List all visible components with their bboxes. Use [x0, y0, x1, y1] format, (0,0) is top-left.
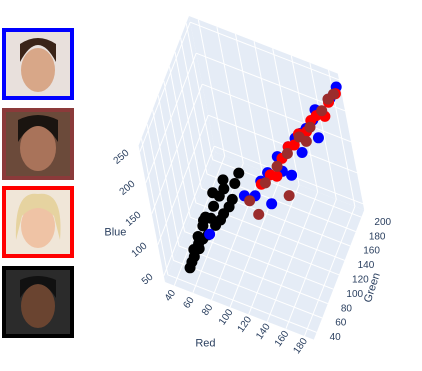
y-tick-label: 200 — [374, 217, 391, 228]
face-drawing — [6, 32, 70, 96]
y-tick-label: 140 — [358, 260, 375, 271]
z-tick-label: 50 — [140, 271, 156, 287]
face-thumbnail[interactable] — [2, 108, 74, 180]
x-tick-label: 40 — [163, 288, 179, 304]
scatter-point — [259, 177, 271, 189]
grid-line — [163, 146, 215, 276]
scatter-point — [296, 147, 308, 158]
grid-line — [139, 22, 191, 152]
x-tick-label: 160 — [273, 329, 292, 349]
x-tick-label: 60 — [181, 295, 197, 311]
face-thumbnail[interactable] — [2, 28, 74, 100]
grid-line — [178, 245, 328, 305]
x-tick-label: 180 — [291, 336, 310, 356]
scatter-point — [286, 169, 298, 181]
scatter-point — [198, 214, 210, 226]
scatter-point — [226, 193, 238, 205]
scatter-point — [316, 105, 328, 117]
face-drawing — [6, 112, 70, 176]
scatter-point — [244, 195, 256, 207]
scatter-point — [271, 170, 283, 182]
scatter-point — [281, 148, 293, 159]
grid-line — [157, 115, 209, 245]
y-tick-label: 160 — [363, 246, 380, 257]
z-tick-label: 100 — [130, 240, 150, 259]
y-tick-label: 40 — [330, 332, 342, 343]
grid-line — [190, 21, 340, 81]
scatter-point — [217, 174, 229, 186]
grid-line — [208, 114, 358, 174]
scatter-point — [300, 135, 312, 147]
x-axis-title: Red — [195, 338, 215, 350]
face-drawing — [6, 190, 70, 254]
grid-line — [202, 83, 352, 143]
scatter-point — [186, 256, 198, 268]
scatter-point — [218, 183, 230, 195]
grid-line — [184, 231, 334, 290]
scatter-point — [304, 121, 316, 133]
scatter-point — [233, 167, 245, 179]
x-tick-label: 100 — [217, 307, 236, 327]
scatter-point — [229, 178, 241, 190]
scatter-point — [288, 139, 300, 151]
grid-line — [151, 84, 203, 214]
face-drawing — [6, 270, 70, 334]
x-tick-label: 120 — [236, 314, 255, 334]
scatter-point — [266, 198, 278, 210]
y-tick-label: 120 — [352, 274, 369, 285]
x-tick-label: 80 — [200, 302, 216, 318]
face-thumbnail[interactable] — [2, 266, 74, 338]
y-tick-label: 100 — [346, 289, 363, 300]
scatter-point — [253, 208, 265, 220]
grid-line — [196, 52, 346, 112]
z-axis-title: Blue — [104, 226, 126, 238]
scatter-point — [271, 160, 283, 172]
face-thumbnail[interactable] — [2, 186, 74, 258]
y-tick-label: 80 — [341, 303, 353, 314]
scatter-point — [193, 238, 205, 250]
z-tick-label: 200 — [118, 178, 138, 197]
y-tick-label: 60 — [335, 318, 347, 329]
scatter-point — [208, 200, 220, 212]
grid-line — [201, 187, 351, 247]
scatter-point — [283, 190, 295, 202]
y-tick-label: 180 — [369, 231, 386, 242]
grid-line — [145, 53, 197, 183]
scatter-point — [204, 228, 216, 240]
grid-line — [167, 274, 317, 333]
x-tick-label: 140 — [254, 321, 273, 341]
grid-line — [173, 259, 323, 319]
scatter-point — [312, 132, 324, 144]
scatter-point — [327, 88, 339, 100]
z-tick-label: 150 — [124, 209, 144, 228]
z-tick-label: 250 — [112, 147, 132, 166]
scatter-point — [207, 187, 219, 199]
